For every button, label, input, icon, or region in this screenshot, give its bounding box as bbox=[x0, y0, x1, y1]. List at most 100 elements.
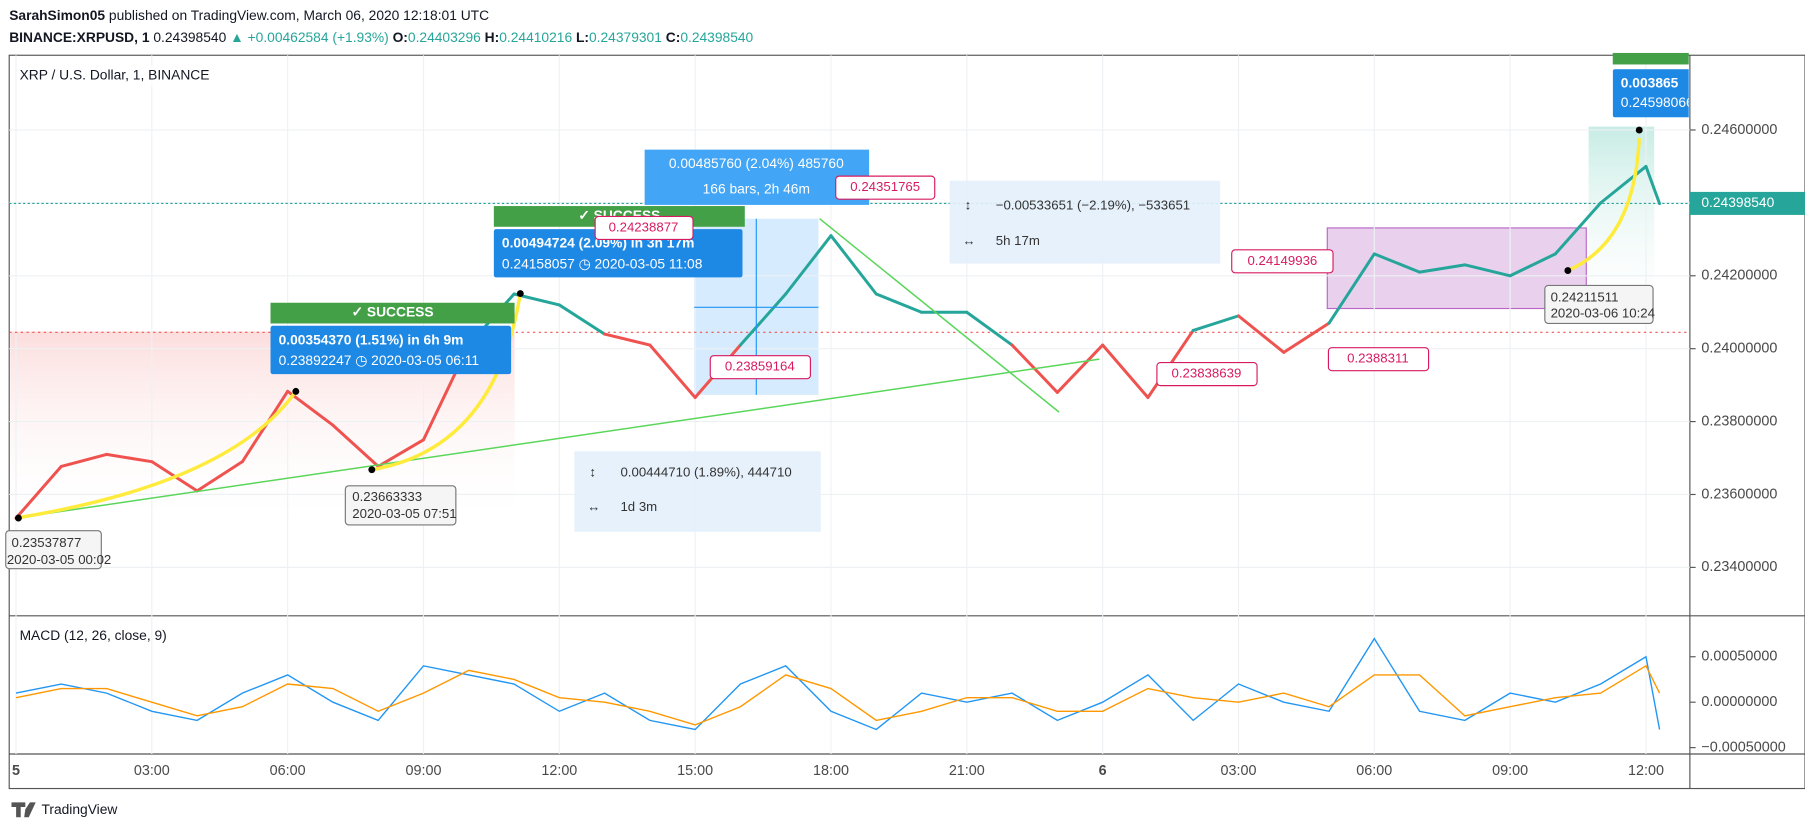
ohlc-value: 0.24403296 bbox=[408, 29, 481, 45]
price-segment bbox=[105, 452, 154, 464]
chart-title: XRP / U.S. Dollar, 1, BINANCE bbox=[20, 67, 210, 83]
move-clip: 0.003865 0.24598066 bbox=[1612, 69, 1689, 118]
y-tick-label: 0.23600000 bbox=[1701, 486, 1777, 502]
x-tick-label: 21:00 bbox=[949, 763, 985, 779]
x-tick-label: 06:00 bbox=[1356, 763, 1392, 779]
price-segment bbox=[286, 389, 335, 427]
price-segment bbox=[1463, 263, 1512, 278]
x-tick-label: 12:00 bbox=[541, 763, 577, 779]
x-tick-label: 03:00 bbox=[134, 763, 170, 779]
tag: 0.2388311 bbox=[1347, 351, 1409, 366]
success-label: ✓ SUCCESS bbox=[351, 304, 433, 320]
move-text: 0.003865 bbox=[1621, 75, 1679, 91]
anchor bbox=[292, 387, 300, 395]
last-price-label: 0.24398540 bbox=[1701, 194, 1774, 210]
y-tick-label: 0.24200000 bbox=[1701, 268, 1777, 284]
tag: 0.23838639 bbox=[1171, 366, 1241, 381]
measure-text: 1d 3m bbox=[620, 499, 657, 514]
tag: 0.24238877 bbox=[609, 219, 679, 234]
price-segment bbox=[1282, 321, 1331, 354]
tag-box bbox=[709, 355, 811, 380]
ohlc-label: L: bbox=[576, 29, 589, 45]
price-segment bbox=[784, 234, 833, 296]
price-segment bbox=[1191, 314, 1240, 332]
tag-box bbox=[1156, 362, 1258, 387]
macd-title: MACD (12, 26, close, 9) bbox=[20, 627, 167, 643]
measure-text: −0.00533651 (−2.19%), −533651 bbox=[996, 198, 1190, 213]
price-segment bbox=[1599, 164, 1648, 205]
price-segment bbox=[59, 452, 109, 468]
price-segment bbox=[648, 343, 697, 400]
measure-box bbox=[574, 451, 821, 532]
header-quote: BINANCE:XRPUSD, 1 0.24398540 ▲ +0.004625… bbox=[9, 29, 753, 45]
macd-line bbox=[15, 637, 1661, 731]
last-price-tag bbox=[1689, 191, 1805, 215]
anchor bbox=[1635, 126, 1643, 134]
price-segment bbox=[829, 234, 878, 296]
arc bbox=[1567, 138, 1641, 273]
price-segment bbox=[1644, 164, 1662, 206]
point-box bbox=[1544, 284, 1654, 325]
x-tick-label: 09:00 bbox=[1492, 763, 1528, 779]
tag: 0.24351765 bbox=[850, 179, 920, 194]
brand: TradingView bbox=[41, 801, 117, 817]
trend-line bbox=[819, 218, 1060, 413]
anchor bbox=[14, 514, 22, 522]
point-box bbox=[344, 485, 457, 526]
x-tick-label: 12:00 bbox=[1628, 763, 1664, 779]
x-tick-label: 03:00 bbox=[1220, 763, 1256, 779]
measure-text: 5h 17m bbox=[996, 233, 1040, 248]
y-tick-label: −0.00050000 bbox=[1701, 739, 1785, 755]
ohlc-label: H: bbox=[485, 29, 500, 45]
x-tick-label: 6 bbox=[1099, 763, 1107, 779]
point-date: 2020-03-06 10:24 bbox=[1551, 306, 1655, 321]
measure-box bbox=[644, 149, 870, 205]
change: ▲ +0.00462584 (+1.93%) bbox=[230, 29, 389, 45]
y-tick-label: 0.00000000 bbox=[1701, 694, 1777, 710]
point-box bbox=[5, 530, 102, 570]
y-tick-label: 0.23400000 bbox=[1701, 559, 1777, 575]
point-value: 0.23663333 bbox=[352, 489, 422, 504]
brand-logo bbox=[11, 802, 36, 818]
price-segment bbox=[1327, 252, 1376, 325]
point-value: 0.24211511 bbox=[1551, 290, 1619, 305]
price-segment bbox=[1553, 201, 1603, 256]
tag-box bbox=[1327, 347, 1430, 372]
arc bbox=[371, 293, 523, 472]
price-segment bbox=[376, 438, 425, 468]
move-box bbox=[1612, 69, 1689, 118]
tag: 0.23859164 bbox=[725, 359, 795, 374]
point-date: 2020-03-05 07:51 bbox=[352, 506, 456, 521]
y-tick-label: 0.23800000 bbox=[1701, 413, 1777, 429]
point-date: 2020-03-05 00:02 bbox=[7, 552, 111, 567]
measure-text: 0.00485760 (2.04%) 485760 bbox=[669, 155, 844, 171]
x-tick-label: 09:00 bbox=[405, 763, 441, 779]
price-segment bbox=[603, 332, 652, 347]
trend-line bbox=[16, 358, 1100, 519]
ohlc-label: C: bbox=[666, 29, 681, 45]
tag-box bbox=[835, 175, 936, 200]
price-segment bbox=[874, 292, 924, 314]
price-segment bbox=[195, 460, 244, 493]
anchor bbox=[516, 290, 524, 297]
anchor bbox=[368, 466, 376, 474]
success-box bbox=[270, 302, 515, 324]
tag-box bbox=[1231, 249, 1334, 274]
published: published on TradingView.com, March 06, … bbox=[109, 7, 489, 23]
move-text: 0.24158057 ◷ 2020-03-05 11:08 bbox=[502, 255, 703, 271]
price-segment bbox=[14, 464, 63, 520]
author: SarahSimon05 bbox=[9, 7, 105, 23]
price-segment bbox=[1236, 314, 1286, 354]
point-value: 0.23537877 bbox=[12, 535, 82, 550]
measure-text: 166 bars, 2h 46m bbox=[703, 181, 810, 197]
price-segment bbox=[1418, 263, 1467, 274]
range-rect bbox=[1326, 227, 1587, 310]
x-tick-label: 15:00 bbox=[677, 763, 713, 779]
x-tick-label: 18:00 bbox=[813, 763, 849, 779]
price-segment bbox=[1101, 343, 1150, 400]
y-tick-label: 0.00050000 bbox=[1701, 649, 1777, 665]
measure-text: 0.00444710 (1.89%), 444710 bbox=[620, 465, 791, 480]
macd-line bbox=[15, 664, 1661, 726]
ohlc-value: 0.24398540 bbox=[680, 29, 753, 45]
